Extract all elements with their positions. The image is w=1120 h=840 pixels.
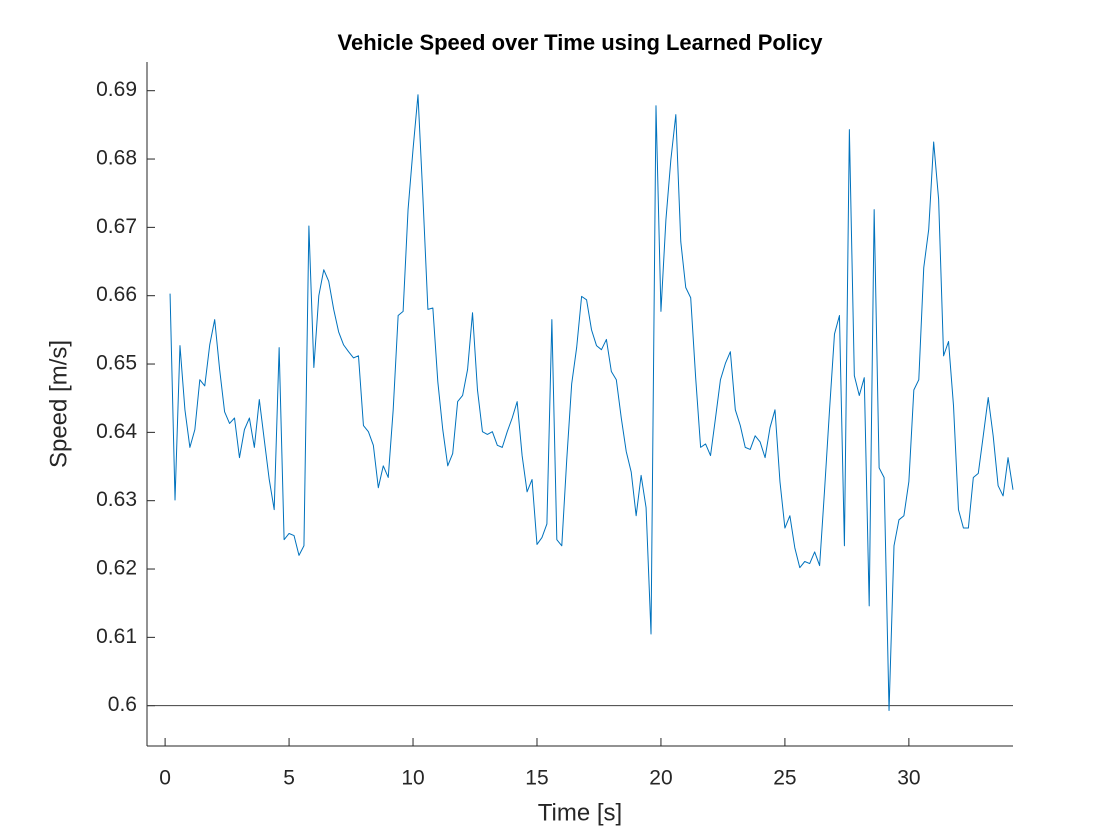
x-tick-label: 30 xyxy=(897,767,920,790)
y-tick-label: 0.69 xyxy=(96,78,137,101)
y-tick-label: 0.66 xyxy=(96,283,137,306)
y-tick-label: 0.61 xyxy=(96,625,137,648)
y-tick-label: 0.63 xyxy=(96,488,137,511)
x-tick-label: 20 xyxy=(649,767,672,790)
y-tick-label: 0.65 xyxy=(96,352,137,375)
y-tick-label: 0.67 xyxy=(96,215,137,238)
x-tick-label: 5 xyxy=(283,767,295,790)
y-tick-label: 0.64 xyxy=(96,420,137,443)
chart-title: Vehicle Speed over Time using Learned Po… xyxy=(338,30,824,55)
x-tick-label: 0 xyxy=(159,767,171,790)
x-axis-label: Time [s] xyxy=(538,799,622,826)
y-axis-label: Speed [m/s] xyxy=(45,340,72,468)
speed-line xyxy=(169,94,1014,711)
x-tick-label: 10 xyxy=(401,767,424,790)
y-tick-label: 0.62 xyxy=(96,557,137,580)
x-tick-label: 25 xyxy=(773,767,796,790)
y-tick-label: 0.68 xyxy=(96,147,137,170)
y-tick-label: 0.6 xyxy=(108,693,137,716)
x-tick-label: 15 xyxy=(525,767,548,790)
